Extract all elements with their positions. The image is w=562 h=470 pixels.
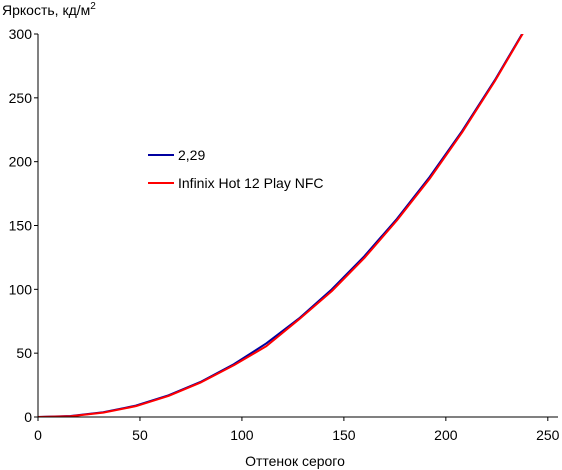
- x-axis-title: Оттенок серого: [245, 453, 345, 469]
- y-tick-label: 0: [24, 409, 32, 425]
- legend-label-2: Infinix Hot 12 Play NFC: [178, 175, 324, 191]
- y-tick-label: 300: [9, 26, 33, 42]
- y-tick-label: 50: [16, 345, 32, 361]
- plot-lines: [38, 34, 524, 417]
- y-axis-title-sup: 2: [90, 1, 96, 12]
- legend-label-1: 2,29: [178, 147, 205, 163]
- y-tick-label: 150: [9, 218, 33, 234]
- x-tick-label: 50: [132, 427, 148, 443]
- series-line-1: [38, 34, 524, 417]
- legend: 2,29 Infinix Hot 12 Play NFC: [148, 147, 324, 191]
- y-axis-title-text: Яркость, кд/м: [2, 2, 90, 18]
- y-axis-title: Яркость, кд/м2: [2, 1, 96, 18]
- x-tick-label: 250: [536, 427, 560, 443]
- y-tick-label: 100: [9, 281, 33, 297]
- y-tick-label: 250: [9, 90, 33, 106]
- axes: 0 50 100 150 200 250 300 0 50 100 150 200 250: [9, 26, 560, 443]
- x-tick-label: 0: [34, 427, 42, 443]
- series-line-2: [38, 34, 524, 417]
- x-tick-label: 100: [230, 427, 254, 443]
- x-tick-label: 150: [332, 427, 356, 443]
- x-tick-label: 200: [434, 427, 458, 443]
- y-tick-label: 200: [9, 154, 33, 170]
